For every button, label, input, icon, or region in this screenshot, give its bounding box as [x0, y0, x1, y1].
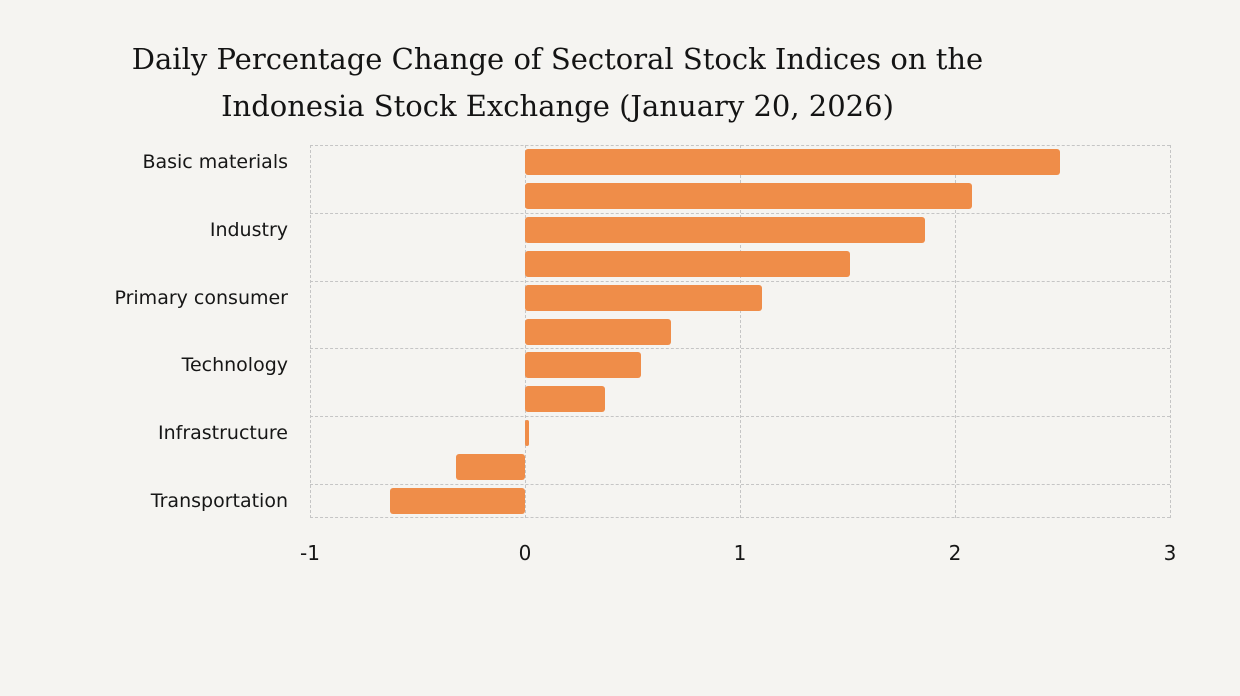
y-axis-label-basic-materials: Basic materials: [142, 150, 288, 173]
y-axis-label-infrastructure: Infrastructure: [157, 422, 288, 445]
vertical-gridline: [955, 145, 956, 518]
vertical-gridline: [1170, 145, 1171, 518]
chart-title-line1: Daily Percentage Change of Sectoral Stoc…: [131, 42, 984, 76]
bar-unlabeled-3: [525, 250, 850, 277]
bar-unlabeled-9: [456, 454, 525, 481]
bar-technology: [525, 352, 642, 379]
horizontal-gridline: [310, 517, 1170, 518]
horizontal-gridline: [310, 280, 1170, 282]
bar-unlabeled-1: [525, 182, 973, 209]
y-axis-label-transportation: Transportation: [150, 490, 288, 513]
chart-title-line2: Indonesia Stock Exchange (January 20, 20…: [221, 89, 894, 123]
bar-unlabeled-7: [525, 386, 605, 413]
y-axis-label-industry: Industry: [209, 218, 288, 241]
y-axis-label-technology: Technology: [181, 354, 288, 377]
horizontal-gridline: [310, 416, 1170, 418]
horizontal-gridline: [310, 145, 1170, 146]
bar-unlabeled-5: [525, 318, 672, 345]
x-tick-label: 1: [733, 541, 747, 565]
x-tick-label: -1: [300, 541, 320, 565]
bar-infrastructure: [525, 420, 530, 447]
bar-basic-materials: [525, 148, 1061, 175]
chart-title: Daily Percentage Change of Sectoral Stoc…: [0, 36, 1115, 130]
vertical-gridline: [740, 145, 741, 518]
horizontal-gridline: [310, 212, 1170, 214]
vertical-gridline: [310, 145, 311, 518]
bar-industry: [525, 216, 925, 243]
y-axis-labels: Basic materials Industry Primary consumer T…: [0, 145, 288, 518]
x-tick-label: 3: [1163, 541, 1177, 565]
x-tick-label: 0: [518, 541, 532, 565]
horizontal-gridline: [310, 348, 1170, 350]
y-axis-label-primary-consumer: Primary consumer: [114, 286, 288, 309]
bar-transportation: [389, 488, 525, 515]
x-tick-label: 2: [948, 541, 962, 565]
horizontal-gridline: [310, 484, 1170, 486]
x-axis-tick-labels: -1 0 1 2 3: [300, 541, 1176, 571]
bar-primary-consumer: [525, 284, 762, 311]
plot-area: [310, 145, 1171, 518]
